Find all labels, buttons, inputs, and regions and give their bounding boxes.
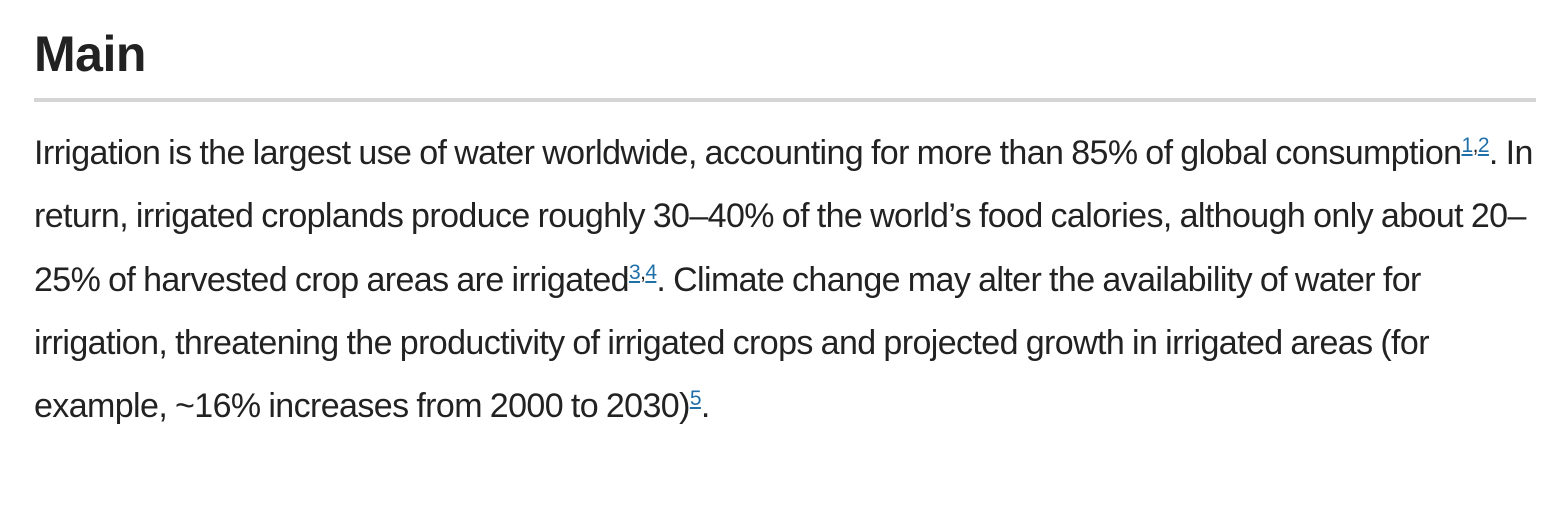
paragraph-text-2: . In return, irrigated croplands produce… (34, 134, 1533, 299)
heading-divider (34, 98, 1536, 102)
body-paragraph: Irrigation is the largest use of water w… (34, 122, 1536, 438)
reference-link-1[interactable]: 1 (1461, 134, 1473, 157)
main-section: Main Irrigation is the largest use of wa… (34, 20, 1536, 438)
paragraph-text-3: . Climate change may alter the availabil… (34, 260, 1430, 426)
citation-group-1: 1,2 (1461, 134, 1490, 157)
section-heading: Main (34, 26, 146, 82)
reference-separator: , (1472, 134, 1479, 157)
paragraph-text-1: Irrigation is the largest use of water w… (34, 134, 1462, 172)
reference-link-5[interactable]: 5 (689, 387, 702, 411)
reference-separator: , (640, 260, 646, 284)
citation-group-3: 5 (689, 387, 702, 411)
paragraph-text-4: . (700, 387, 710, 426)
reference-link-3[interactable]: 3 (628, 260, 641, 284)
reference-link-2[interactable]: 2 (1477, 134, 1490, 157)
citation-group-2: 3,4 (628, 260, 657, 284)
reference-link-4[interactable]: 4 (645, 260, 657, 284)
